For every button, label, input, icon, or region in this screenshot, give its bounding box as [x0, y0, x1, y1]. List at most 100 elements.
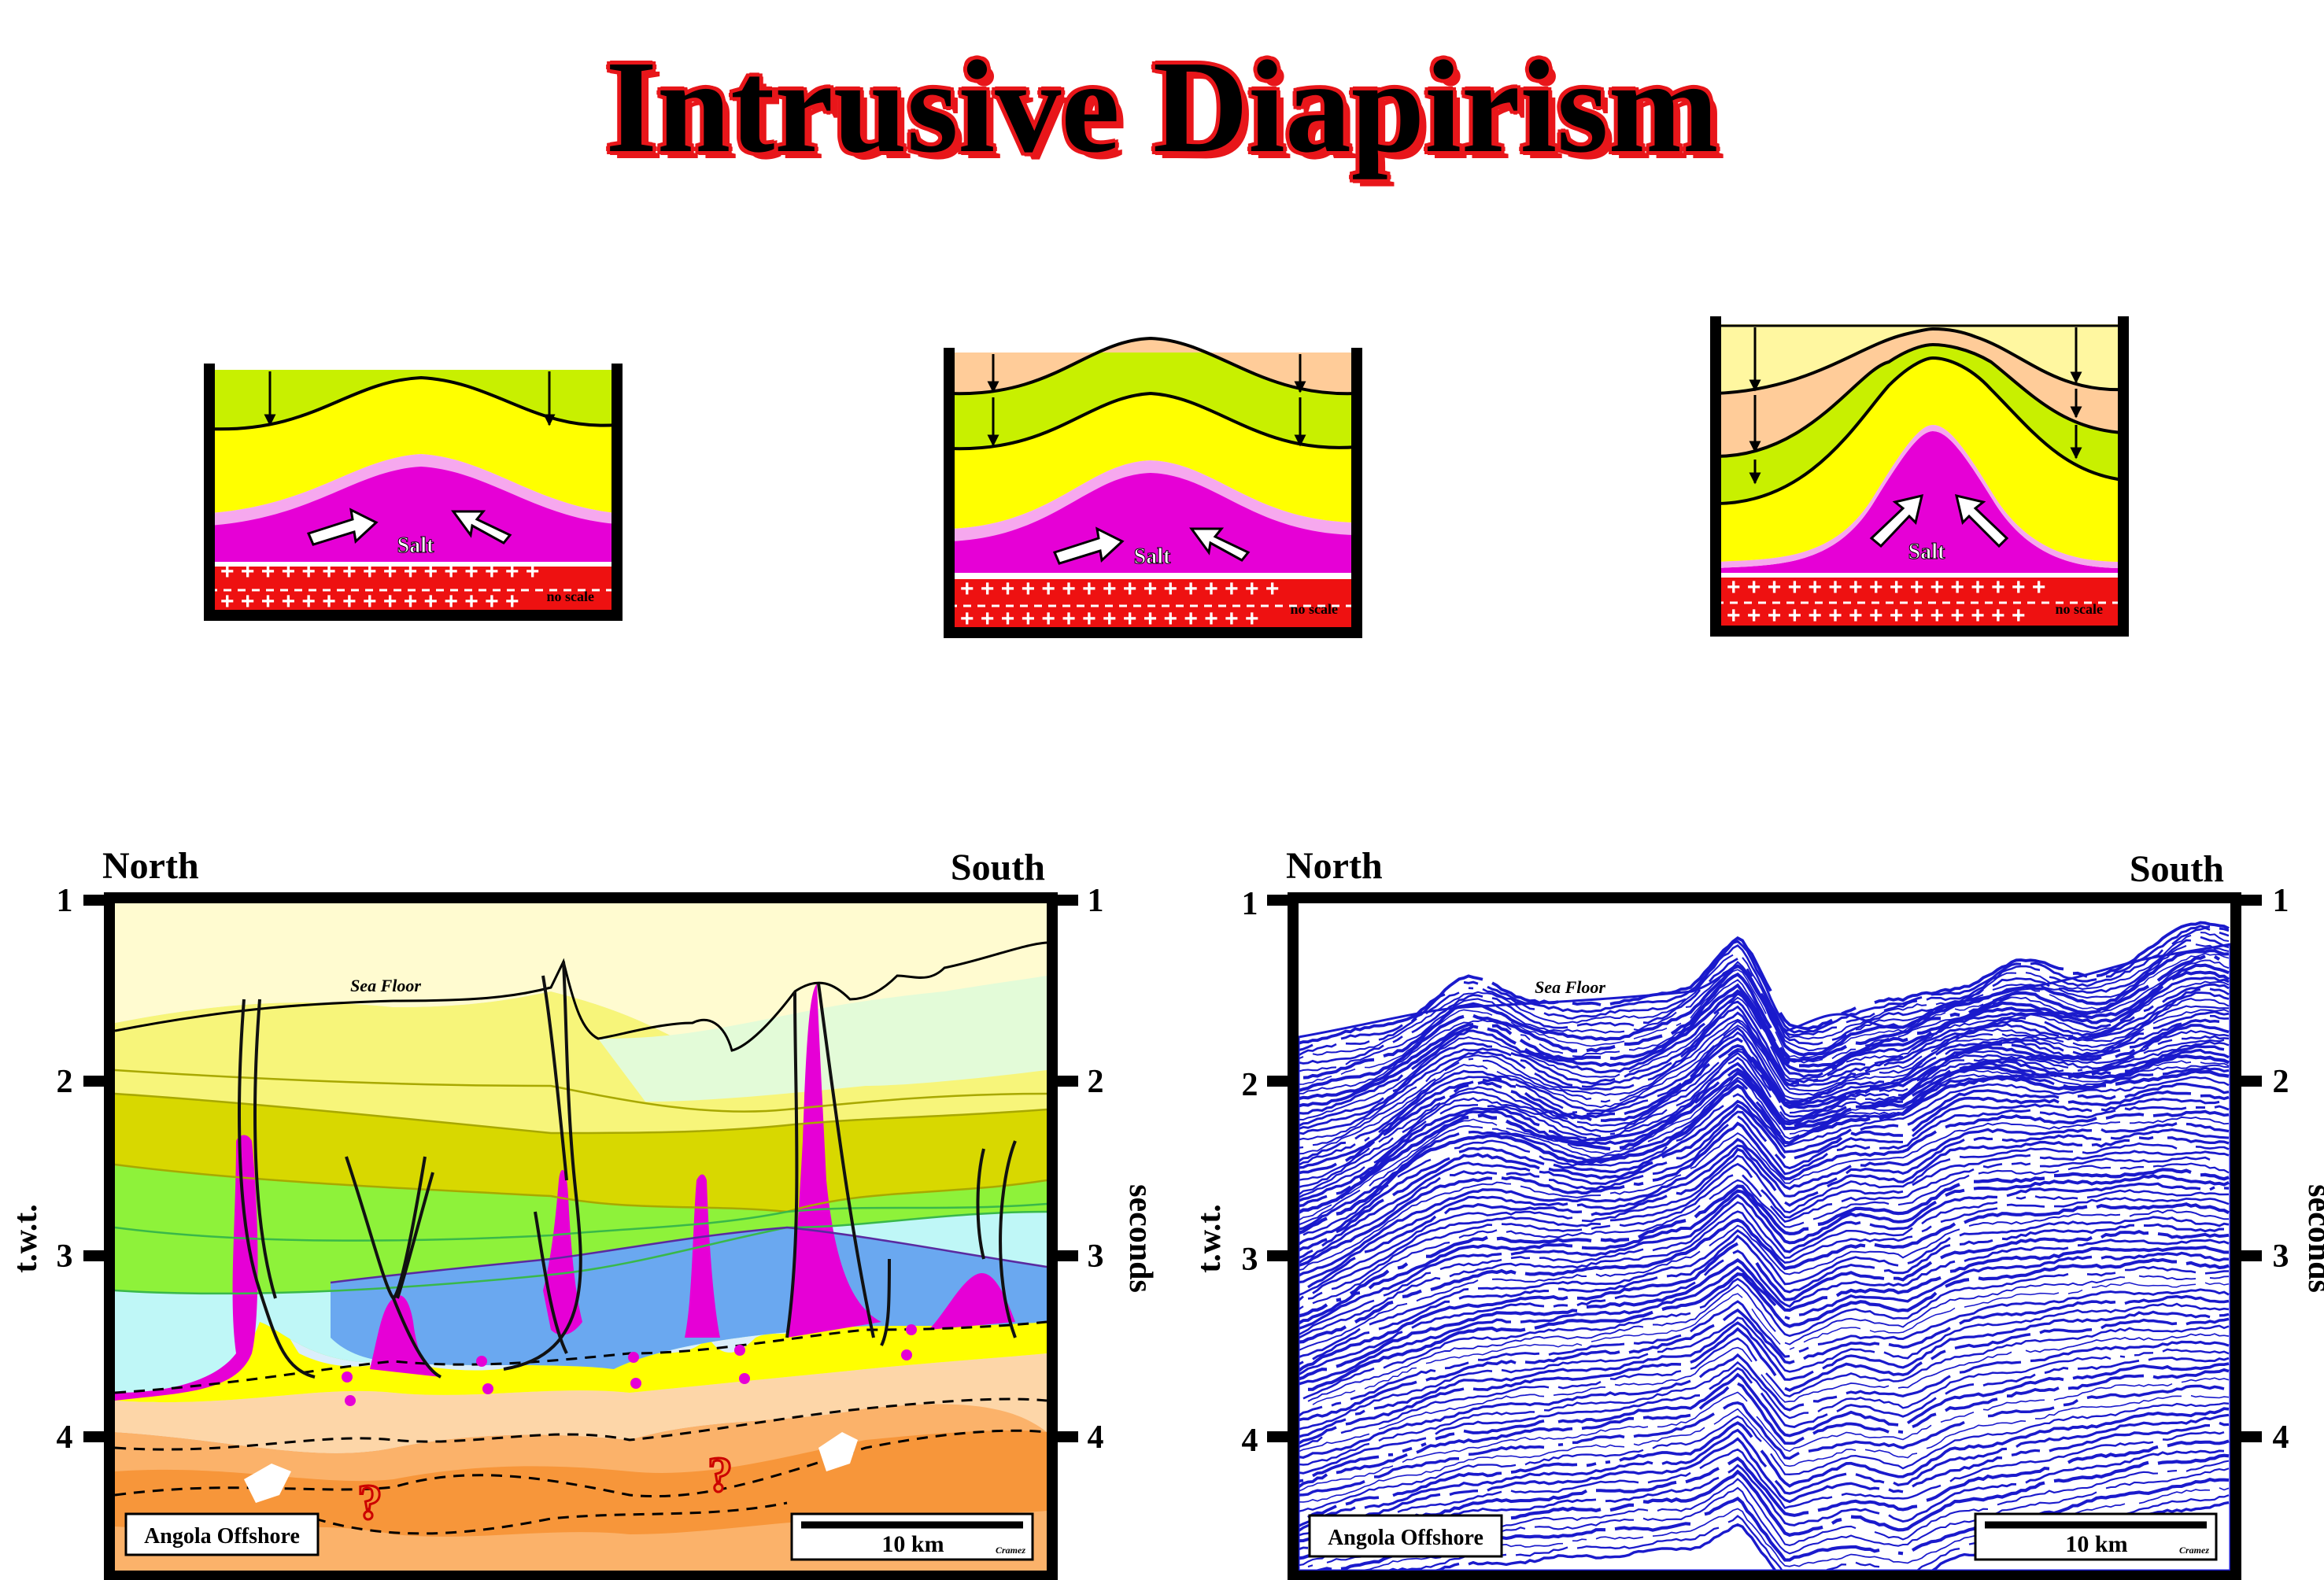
flow-arrow-icon — [1189, 527, 1251, 562]
salt-layer — [949, 468, 1357, 573]
axis-label-seconds: seconds — [2301, 1184, 2324, 1293]
stage-3-diagram: + + + + + + + + + + + + + + + + + + + + … — [1710, 316, 2129, 637]
seismic-reflector — [1299, 1324, 2230, 1449]
seismic-reflector — [1299, 1348, 2230, 1466]
seismic-reflector — [1299, 1142, 2230, 1297]
seismic-reflector — [1302, 1076, 2230, 1236]
flow-arrow-icon — [1052, 526, 1125, 565]
seismic-reflector — [1299, 1288, 2230, 1417]
axis-tick: 2 — [57, 1064, 73, 1100]
seismic-reflector — [1299, 1294, 2230, 1422]
seismic-reflector — [1299, 1182, 2230, 1331]
direction-south: South — [951, 847, 1045, 888]
seismic-reflector — [1299, 1340, 2230, 1460]
location-label: Angola Offshore — [144, 1524, 300, 1549]
seismic-reflector — [1299, 1357, 2230, 1475]
seismic-reflector — [1299, 980, 2230, 1121]
seismic-reflector — [1299, 1082, 2230, 1246]
seismic-reflector — [1299, 1048, 2230, 1208]
seismic-reflector — [1307, 1275, 2230, 1402]
seismic-reflector — [1299, 1333, 2230, 1453]
seismic-reflector — [1299, 963, 2230, 1101]
svg-text:+ + + + + + + + + + + + + + +: + + + + + + + + + + + + + + + + — [220, 559, 539, 585]
location-label: Angola Offshore — [1328, 1526, 1483, 1550]
seismic-reflector — [1299, 1310, 2230, 1438]
seismic-reflector — [1312, 1282, 2230, 1405]
axis-tick: 3 — [1088, 1239, 1104, 1275]
axis-tick: 1 — [1242, 886, 1258, 922]
axis-tick: 2 — [1242, 1067, 1258, 1103]
seismic-reflector — [1299, 1377, 2230, 1492]
axis-tick: 1 — [1088, 883, 1104, 919]
seismic-reflector — [1299, 1168, 2230, 1318]
seismic-reflector — [1299, 976, 2230, 1115]
seismic-reflector — [1299, 1209, 2229, 1352]
scale-note: no scale — [1291, 601, 1339, 617]
seismic-reflector — [1299, 1302, 2230, 1430]
axis-tick: 4 — [1088, 1419, 1104, 1456]
seismic-reflector — [1299, 1162, 2230, 1311]
seismic-reflector — [1307, 1135, 2230, 1289]
seismic-reflector — [1299, 1449, 2225, 1551]
axis-tick: 2 — [1088, 1064, 1104, 1100]
seismic-reflector — [1299, 1090, 2230, 1252]
seismic-reflector — [1299, 1245, 2229, 1381]
stage-1-diagram: + + + + + + + + + + + + + + + + + + + + … — [204, 364, 623, 621]
seismic-reflector — [1299, 921, 2230, 1045]
question-mark: ? — [708, 1446, 733, 1502]
svg-text:+ + + + + + + + + + + + + + +: + + + + + + + + + + + + + + + + — [960, 576, 1279, 602]
seismic-reflector — [1299, 1174, 2230, 1325]
scale-bar-label: 10 km — [881, 1531, 944, 1557]
seismic-reflector — [1299, 1035, 2230, 1189]
direction-north: North — [102, 845, 199, 887]
salt-label: Salt — [1134, 545, 1171, 569]
page-title: Intrusive Diapirism — [605, 34, 1719, 180]
direction-north: North — [1286, 845, 1383, 887]
seismic-reflector — [1299, 991, 2230, 1135]
seismic-reflector — [1302, 949, 2230, 1080]
seafloor-label: Sea Floor — [1535, 977, 1605, 997]
axis-label-twt: t.w.t. — [1192, 1204, 1228, 1273]
seismic-reflector — [1299, 1024, 2230, 1175]
seismic-reflector — [1299, 1045, 2225, 1202]
axis-tick: 1 — [2273, 883, 2289, 919]
seismic-reflector — [1299, 1128, 2230, 1284]
salt-label: Salt — [397, 533, 434, 558]
axis-label-twt: t.w.t. — [8, 1204, 44, 1273]
seismic-reflector — [1299, 1060, 2230, 1221]
seismic-reflector — [1299, 1014, 2230, 1166]
stage-2-diagram: + + + + + + + + + + + + + + + + + + + + … — [944, 336, 1362, 638]
seismic-reflector — [1299, 988, 2230, 1131]
seismic-reflectors — [1299, 921, 2230, 1571]
seismic-reflector — [1299, 1122, 2230, 1277]
seismic-reflector — [1307, 1407, 2230, 1519]
seismic-reflector — [1299, 1251, 2230, 1386]
axis-tick: 3 — [1242, 1242, 1258, 1278]
flow-arrow-icon — [306, 508, 379, 546]
axis-tick: 1 — [57, 883, 73, 919]
seismic-reflector — [1299, 1230, 2230, 1372]
seismic-reflector — [1299, 1054, 2230, 1214]
seismic-reflector — [1299, 1368, 2230, 1489]
seismic-reflector — [1299, 936, 2230, 1065]
seismic-reflector — [1302, 1265, 2230, 1400]
axis-tick: 2 — [2273, 1064, 2289, 1100]
credit: Cramez — [996, 1545, 1025, 1556]
seismic-reflector — [1299, 927, 2230, 1057]
seismic-reflector — [1299, 1384, 2225, 1497]
axis-tick: 4 — [57, 1419, 73, 1456]
svg-text:+ + + + + + + + + + + + + + +: + + + + + + + + + + + + + + + — [1727, 603, 2025, 629]
axis-tick: 3 — [57, 1239, 73, 1275]
seismic-reflector — [1299, 1064, 2230, 1226]
flow-arrow-icon — [451, 510, 512, 545]
seismic-reflector — [1299, 1105, 2230, 1264]
seismic-reflector — [1299, 998, 2230, 1141]
question-mark: ? — [357, 1474, 382, 1530]
interpretation-panel: ? ? Sea Floor 1 2 3 4 1 2 3 4 — [8, 845, 1158, 1580]
seismic-reflector — [1299, 1402, 2230, 1512]
seismic-reflector — [1299, 1150, 2230, 1302]
seismic-reflector — [1299, 952, 2230, 1085]
seismic-reflector — [1299, 959, 2230, 1095]
